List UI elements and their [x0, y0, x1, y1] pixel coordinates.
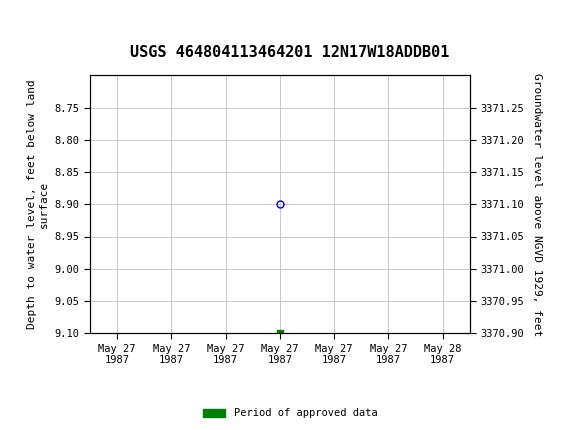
Text: USGS 464804113464201 12N17W18ADDB01: USGS 464804113464201 12N17W18ADDB01: [130, 45, 450, 60]
Text: ≡: ≡: [7, 9, 22, 27]
Text: USGS: USGS: [32, 9, 83, 27]
Y-axis label: Depth to water level, feet below land
surface: Depth to water level, feet below land su…: [27, 80, 49, 329]
Legend: Period of approved data: Period of approved data: [198, 404, 382, 423]
Y-axis label: Groundwater level above NGVD 1929, feet: Groundwater level above NGVD 1929, feet: [532, 73, 542, 336]
